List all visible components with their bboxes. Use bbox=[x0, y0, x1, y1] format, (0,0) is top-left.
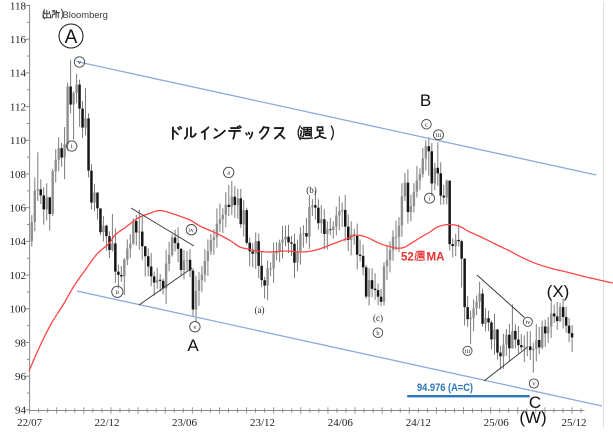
svg-text:23/12: 23/12 bbox=[250, 417, 275, 429]
svg-text:c: c bbox=[425, 121, 428, 128]
svg-text:B: B bbox=[420, 91, 431, 110]
svg-text:C: C bbox=[529, 393, 541, 412]
svg-text:A: A bbox=[187, 336, 199, 355]
svg-text:(c): (c) bbox=[373, 313, 383, 323]
svg-text:52: 52 bbox=[401, 252, 414, 264]
svg-text:23/06: 23/06 bbox=[172, 417, 198, 429]
svg-text:96: 96 bbox=[15, 371, 27, 383]
svg-text:118: 118 bbox=[10, 0, 27, 12]
svg-text:iii: iii bbox=[465, 348, 470, 355]
svg-text:i: i bbox=[71, 143, 73, 150]
svg-text:b: b bbox=[376, 330, 379, 337]
svg-text:104: 104 bbox=[10, 236, 27, 248]
svg-text:v: v bbox=[532, 381, 536, 388]
svg-text:112: 112 bbox=[10, 101, 26, 113]
svg-text:94.976 (A=C): 94.976 (A=C) bbox=[417, 382, 473, 394]
svg-text:(X): (X) bbox=[547, 282, 570, 301]
svg-text:a: a bbox=[227, 170, 230, 177]
svg-text:22/12: 22/12 bbox=[94, 417, 119, 429]
svg-text:24/12: 24/12 bbox=[406, 417, 431, 429]
svg-text:(a): (a) bbox=[255, 305, 265, 315]
svg-text:A: A bbox=[65, 27, 78, 48]
svg-text:iv: iv bbox=[189, 227, 195, 234]
svg-text:114: 114 bbox=[10, 68, 27, 80]
svg-text:MA: MA bbox=[427, 252, 445, 264]
svg-text:iii: iii bbox=[436, 132, 441, 139]
svg-text:108: 108 bbox=[10, 169, 27, 181]
svg-text:100: 100 bbox=[10, 304, 27, 316]
svg-text:94: 94 bbox=[15, 405, 27, 417]
svg-text:Bloomberg: Bloomberg bbox=[63, 9, 108, 20]
svg-text:v: v bbox=[193, 324, 197, 331]
svg-text:116: 116 bbox=[10, 34, 27, 46]
svg-text:25/12: 25/12 bbox=[561, 417, 586, 429]
svg-text:25/06: 25/06 bbox=[484, 417, 510, 429]
svg-text:i: i bbox=[429, 195, 431, 202]
svg-text:ii: ii bbox=[116, 289, 120, 296]
svg-text:24/06: 24/06 bbox=[328, 417, 354, 429]
svg-text:iv: iv bbox=[525, 319, 531, 326]
svg-text:106: 106 bbox=[10, 203, 27, 215]
svg-text:(b): (b) bbox=[306, 185, 317, 195]
svg-text:110: 110 bbox=[10, 135, 27, 147]
svg-text:102: 102 bbox=[10, 270, 27, 282]
svg-text:v: v bbox=[78, 59, 82, 66]
svg-text:(W): (W) bbox=[519, 408, 546, 427]
svg-text:98: 98 bbox=[15, 337, 27, 349]
svg-text:22/07: 22/07 bbox=[17, 417, 43, 429]
